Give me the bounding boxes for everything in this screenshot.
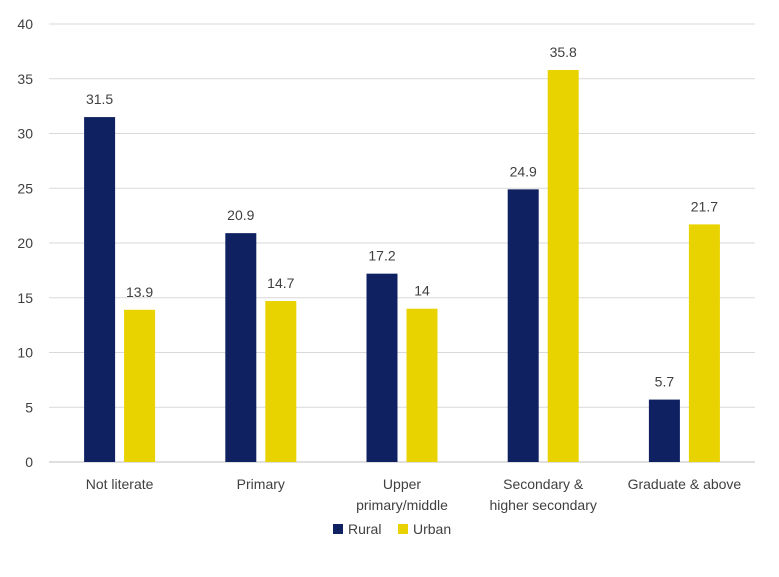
- data-label-urban: 14: [414, 283, 430, 299]
- bars: [84, 69, 720, 463]
- gridlines: [49, 23, 755, 463]
- category-label: Graduate & above: [628, 476, 742, 492]
- category-label: Primary: [237, 476, 285, 492]
- y-tick-label: 30: [17, 126, 33, 142]
- legend-label-rural: Rural: [348, 521, 381, 537]
- legend-swatch-urban: [398, 524, 408, 534]
- category-label-line: higher secondary: [489, 497, 596, 513]
- y-tick-label: 35: [17, 71, 33, 87]
- y-tick-label: 40: [17, 16, 33, 32]
- data-labels: 31.5 13.9 20.9 14.7 17.2 14 24.9 35.8 5.7 21.7: [86, 44, 718, 390]
- legend-swatch-rural: [333, 524, 343, 534]
- data-label-rural: 17.2: [368, 248, 395, 264]
- legend-label-urban: Urban: [413, 521, 451, 537]
- data-label-urban: 35.8: [550, 44, 577, 60]
- data-label-urban: 13.9: [126, 284, 153, 300]
- y-tick-label: 20: [17, 235, 33, 251]
- category-label-line: Not literate: [86, 476, 154, 492]
- category-label: Upper primary/middle: [356, 476, 448, 513]
- legend: Rural Urban: [333, 521, 451, 537]
- data-label-rural: 31.5: [86, 91, 113, 107]
- y-tick-label: 25: [17, 180, 33, 196]
- data-label-urban: 21.7: [691, 198, 718, 214]
- y-tick-label: 15: [17, 290, 33, 306]
- y-tick-label: 10: [17, 345, 33, 361]
- bar-urban: [688, 224, 720, 462]
- bar-urban: [406, 308, 438, 462]
- category-label: Not literate: [86, 476, 154, 492]
- bar-urban: [124, 309, 156, 462]
- category-label-line: Primary: [237, 476, 285, 492]
- category-label: Secondary & higher secondary: [489, 476, 596, 513]
- data-label-rural: 24.9: [510, 163, 537, 179]
- y-tick-label: 0: [25, 454, 33, 470]
- bar-rural: [366, 273, 398, 462]
- category-label-line: Secondary &: [503, 476, 584, 492]
- bar-rural: [507, 189, 539, 462]
- y-axis-ticks: 0 5 10 15 20 25 30 35 40: [17, 16, 33, 470]
- bar-urban: [547, 69, 579, 463]
- bar-rural: [648, 399, 680, 462]
- category-label-line: primary/middle: [356, 497, 448, 513]
- category-label-line: Graduate & above: [628, 476, 742, 492]
- bar-rural: [84, 117, 116, 462]
- data-label-rural: 5.7: [655, 374, 675, 390]
- data-label-urban: 14.7: [267, 275, 294, 291]
- bar-urban: [265, 301, 297, 462]
- data-label-rural: 20.9: [227, 207, 254, 223]
- x-axis-categories: Not literate Primary Upper primary/middle Se…: [86, 476, 742, 513]
- category-label-line: Upper: [383, 476, 421, 492]
- y-tick-label: 5: [25, 399, 33, 415]
- bar-rural: [225, 233, 257, 462]
